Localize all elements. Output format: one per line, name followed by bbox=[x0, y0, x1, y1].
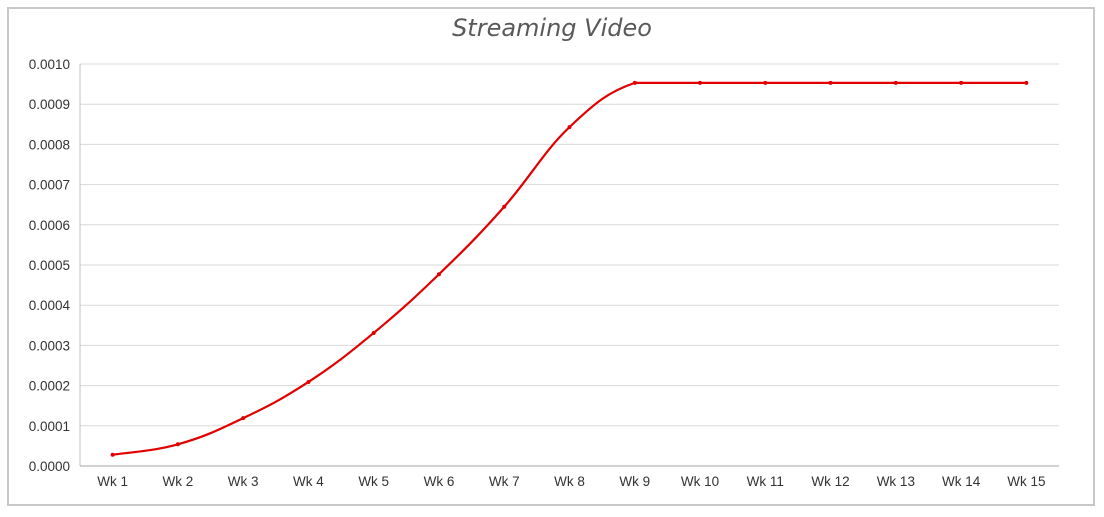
y-tick-label: 0.0000 bbox=[29, 459, 70, 474]
y-tick-label: 0.0009 bbox=[29, 97, 70, 112]
x-tick-label: Wk 6 bbox=[424, 474, 455, 489]
x-tick-label: Wk 3 bbox=[228, 474, 259, 489]
y-tick-labels: 0.0000 0.0001 0.0002 0.0003 0.0004 0.0005 0.00… bbox=[29, 57, 71, 474]
y-tick-label: 0.0002 bbox=[29, 379, 70, 394]
x-tick-labels: Wk 1 Wk 2 Wk 3 Wk 4 Wk 5 Wk 6 Wk 7 Wk 8 Wk 9 Wk 1… bbox=[97, 474, 1045, 489]
data-point bbox=[632, 80, 637, 85]
x-tick-label: Wk 14 bbox=[942, 474, 981, 489]
data-point bbox=[110, 452, 115, 457]
y-tick-label: 0.0006 bbox=[29, 218, 70, 233]
data-point bbox=[306, 379, 311, 384]
data-point bbox=[567, 125, 572, 130]
data-point bbox=[959, 80, 964, 85]
y-tick-label: 0.0004 bbox=[29, 298, 71, 313]
x-tick-label: Wk 11 bbox=[747, 474, 784, 489]
chart-frame bbox=[7, 7, 1095, 506]
x-tick-label: Wk 7 bbox=[489, 474, 520, 489]
y-tick-label: 0.0005 bbox=[29, 258, 70, 273]
x-tick-label: Wk 2 bbox=[163, 474, 194, 489]
data-point bbox=[502, 204, 507, 209]
data-point bbox=[698, 80, 703, 85]
data-point bbox=[763, 80, 768, 85]
series-layer bbox=[110, 80, 1029, 457]
x-tick-label: Wk 12 bbox=[811, 474, 849, 489]
x-tick-label: Wk 13 bbox=[877, 474, 915, 489]
gridlines bbox=[80, 63, 1059, 427]
y-tick-label: 0.0007 bbox=[29, 178, 70, 193]
y-tick-label: 0.0010 bbox=[29, 57, 70, 72]
x-tick-label: Wk 8 bbox=[554, 474, 585, 489]
data-point bbox=[371, 330, 376, 335]
data-point bbox=[436, 272, 441, 277]
y-tick-label: 0.0003 bbox=[29, 338, 70, 353]
x-tick-label: Wk 15 bbox=[1007, 474, 1045, 489]
series-line bbox=[112, 81, 1027, 456]
x-tick-label: Wk 4 bbox=[293, 474, 324, 489]
x-tick-label: Wk 5 bbox=[358, 474, 389, 489]
data-point bbox=[893, 80, 898, 85]
y-tick-label: 0.0008 bbox=[29, 137, 70, 152]
y-tick-label: 0.0001 bbox=[29, 419, 70, 434]
data-point bbox=[828, 80, 833, 85]
x-tick-label: Wk 1 bbox=[97, 474, 128, 489]
data-point bbox=[241, 416, 246, 421]
data-point bbox=[1024, 80, 1029, 85]
chart-title: Streaming Video bbox=[452, 14, 652, 42]
x-tick-label: Wk 9 bbox=[619, 474, 650, 489]
x-tick-label: Wk 10 bbox=[681, 474, 719, 489]
axes bbox=[79, 64, 1059, 467]
data-point bbox=[175, 442, 180, 447]
